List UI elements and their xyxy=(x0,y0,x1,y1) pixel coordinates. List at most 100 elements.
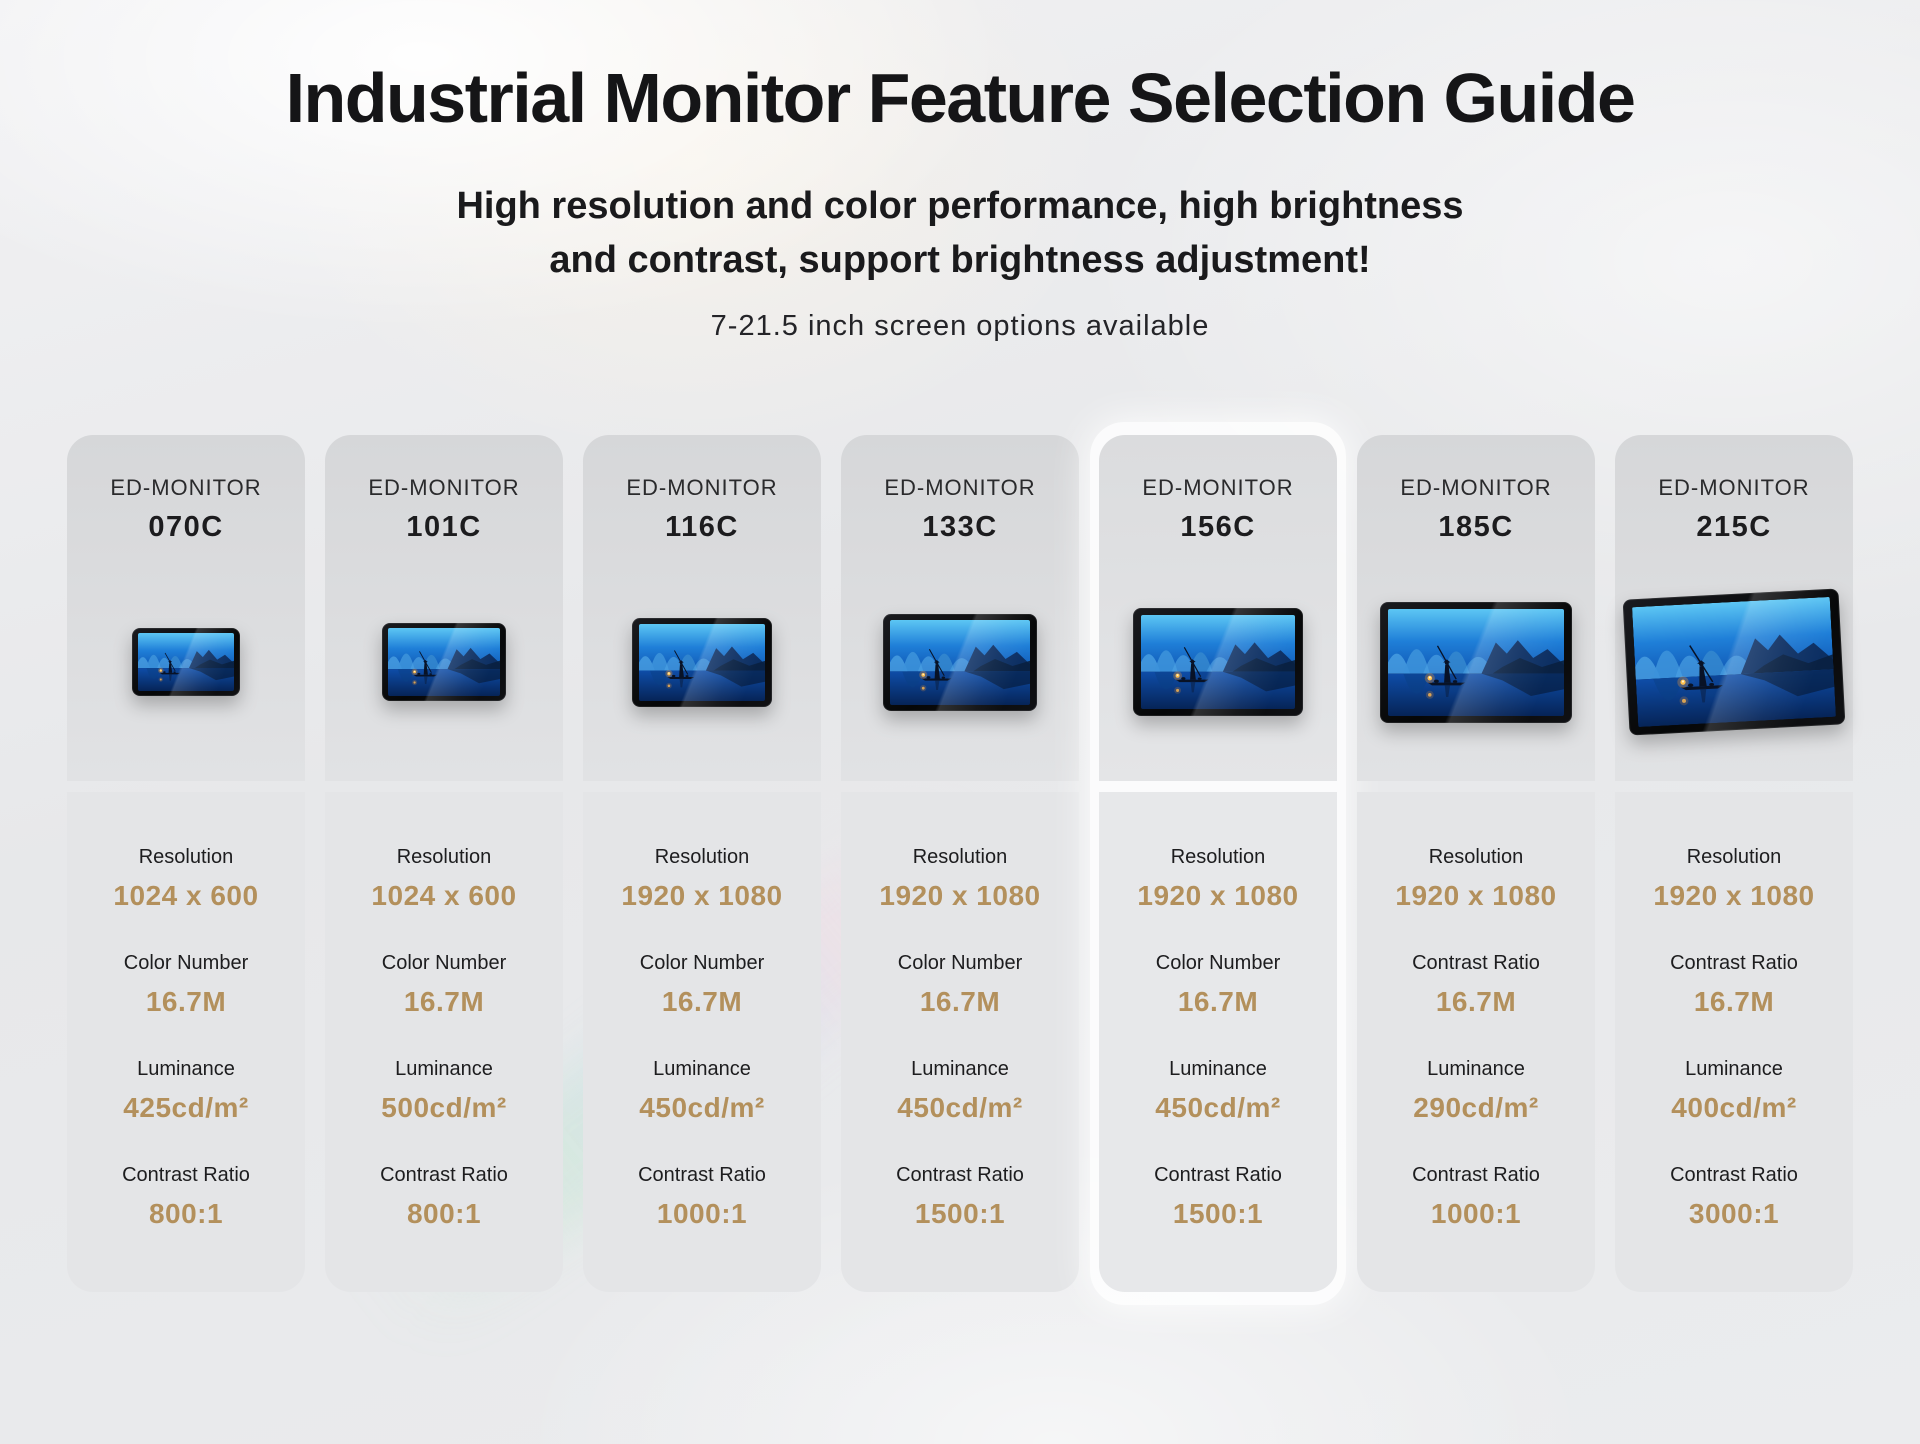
spec-label: Contrast Ratio xyxy=(122,1163,250,1186)
spec-value: 425cd/m² xyxy=(123,1091,249,1123)
card-top-section: ED-MONITOR 156C xyxy=(1099,434,1337,781)
spec-value: 1000:1 xyxy=(1430,1197,1522,1229)
card-brand: ED-MONITOR xyxy=(1658,474,1810,500)
monitor-screen xyxy=(1631,597,1837,728)
monitor-screen xyxy=(1141,615,1295,710)
fisherman-lake-scene-image xyxy=(639,623,765,701)
spec-value: 450cd/m² xyxy=(897,1091,1023,1123)
spec-value: 1920 x 1080 xyxy=(1653,879,1815,911)
page-tagline: 7-21.5 inch screen options available xyxy=(710,309,1210,342)
spec-value: 450cd/m² xyxy=(639,1091,765,1123)
card-brand: ED-MONITOR xyxy=(1400,474,1552,500)
spec-item: Contrast Ratio 3000:1 xyxy=(1615,1164,1853,1230)
spec-item: Luminance 450cd/m² xyxy=(841,1058,1079,1124)
spec-item: Luminance 425cd/m² xyxy=(67,1058,305,1124)
product-card: ED-MONITOR 070C xyxy=(67,434,305,1292)
monitor-image xyxy=(1615,544,1853,781)
card-model: 156C xyxy=(1180,510,1256,543)
product-card: ED-MONITOR 156C xyxy=(1090,421,1346,1305)
spec-value: 800:1 xyxy=(148,1197,224,1229)
spec-label: Contrast Ratio xyxy=(1412,951,1540,974)
spec-item: Contrast Ratio 16.7M xyxy=(1615,952,1853,1018)
spec-item: Resolution 1920 x 1080 xyxy=(1357,846,1595,912)
spec-item: Color Number 16.7M xyxy=(583,952,821,1018)
header: Industrial Monitor Feature Selection Gui… xyxy=(0,0,1920,343)
spec-value: 16.7M xyxy=(1693,985,1775,1017)
card-top-section: ED-MONITOR 215C xyxy=(1615,434,1853,781)
card-model: 185C xyxy=(1438,510,1514,543)
card-brand: ED-MONITOR xyxy=(884,474,1036,500)
spec-item: Luminance 450cd/m² xyxy=(1099,1058,1337,1124)
card-brand: ED-MONITOR xyxy=(626,474,778,500)
spec-value: 3000:1 xyxy=(1688,1197,1780,1229)
spec-label: Contrast Ratio xyxy=(1412,1163,1540,1186)
card-specs-section: Resolution 1920 x 1080 Color Number 16.7M Lu… xyxy=(841,791,1079,1292)
monitor-bezel xyxy=(382,623,506,702)
card-brand: ED-MONITOR xyxy=(368,474,520,500)
card-top-section: ED-MONITOR 070C xyxy=(67,434,305,781)
fisherman-lake-scene-image xyxy=(1388,608,1564,716)
spec-item: Contrast Ratio 800:1 xyxy=(325,1164,563,1230)
card-model: 116C xyxy=(665,510,739,543)
spec-item: Contrast Ratio 1500:1 xyxy=(1099,1164,1337,1230)
spec-value: 16.7M xyxy=(403,985,485,1017)
monitor-bezel xyxy=(1622,588,1846,736)
monitor-image xyxy=(841,544,1079,781)
card-model: 070C xyxy=(148,510,224,543)
spec-label: Luminance xyxy=(1427,1057,1525,1080)
monitor-bezel xyxy=(883,613,1037,711)
spec-value: 1024 x 600 xyxy=(113,879,259,911)
card-top-section: ED-MONITOR 133C xyxy=(841,434,1079,781)
spec-value: 1500:1 xyxy=(914,1197,1006,1229)
card-model: 133C xyxy=(922,510,998,543)
card-specs-section: Resolution 1920 x 1080 Contrast Ratio 16.7M… xyxy=(1357,791,1595,1292)
product-card: ED-MONITOR 116C xyxy=(583,434,821,1292)
spec-label: Luminance xyxy=(1169,1057,1267,1080)
spec-value: 16.7M xyxy=(145,985,227,1017)
card-top-section: ED-MONITOR 185C xyxy=(1357,434,1595,781)
spec-label: Resolution xyxy=(654,845,750,868)
spec-value: 800:1 xyxy=(406,1197,482,1229)
fisherman-lake-scene-image xyxy=(1141,615,1295,710)
spec-value: 16.7M xyxy=(1435,985,1517,1017)
spec-item: Luminance 450cd/m² xyxy=(583,1058,821,1124)
spec-item: Luminance 290cd/m² xyxy=(1357,1058,1595,1124)
spec-value: 1920 x 1080 xyxy=(621,879,783,911)
spec-value: 1500:1 xyxy=(1172,1197,1264,1229)
spec-label: Resolution xyxy=(138,845,234,868)
spec-label: Color Number xyxy=(1155,951,1281,974)
spec-label: Color Number xyxy=(123,951,249,974)
page-title: Industrial Monitor Feature Selection Gui… xyxy=(285,59,1636,137)
monitor-image xyxy=(1099,544,1337,781)
card-model: 215C xyxy=(1696,510,1772,543)
spec-value: 1000:1 xyxy=(656,1197,748,1229)
spec-item: Color Number 16.7M xyxy=(67,952,305,1018)
spec-item: Luminance 500cd/m² xyxy=(325,1058,563,1124)
spec-item: Contrast Ratio 800:1 xyxy=(67,1164,305,1230)
spec-item: Resolution 1920 x 1080 xyxy=(583,846,821,912)
card-specs-section: Resolution 1024 x 600 Color Number 16.7M Lum… xyxy=(325,791,563,1292)
card-specs-section: Resolution 1920 x 1080 Color Number 16.7M Lu… xyxy=(1099,791,1337,1292)
card-specs-section: Resolution 1024 x 600 Color Number 16.7M Lum… xyxy=(67,791,305,1292)
spec-label: Resolution xyxy=(1686,845,1782,868)
monitor-screen xyxy=(1388,608,1564,716)
subtitle-line-2: and contrast, support brightness adjustm… xyxy=(549,238,1371,281)
spec-item: Resolution 1024 x 600 xyxy=(67,846,305,912)
spec-value: 1024 x 600 xyxy=(371,879,517,911)
spec-label: Contrast Ratio xyxy=(638,1163,766,1186)
spec-item: Contrast Ratio 1000:1 xyxy=(583,1164,821,1230)
product-cards-row: ED-MONITOR 070C xyxy=(0,421,1920,1305)
spec-item: Resolution 1920 x 1080 xyxy=(1615,846,1853,912)
spec-value: 1920 x 1080 xyxy=(879,879,1041,911)
monitor-image xyxy=(67,544,305,781)
spec-label: Contrast Ratio xyxy=(896,1163,1024,1186)
card-brand: ED-MONITOR xyxy=(110,474,262,500)
spec-value: 16.7M xyxy=(661,985,743,1017)
spec-label: Color Number xyxy=(897,951,1023,974)
monitor-image xyxy=(1357,544,1595,781)
spec-item: Contrast Ratio 1500:1 xyxy=(841,1164,1079,1230)
card-top-section: ED-MONITOR 116C xyxy=(583,434,821,781)
spec-label: Luminance xyxy=(395,1057,493,1080)
spec-label: Contrast Ratio xyxy=(380,1163,508,1186)
spec-label: Resolution xyxy=(1428,845,1524,868)
